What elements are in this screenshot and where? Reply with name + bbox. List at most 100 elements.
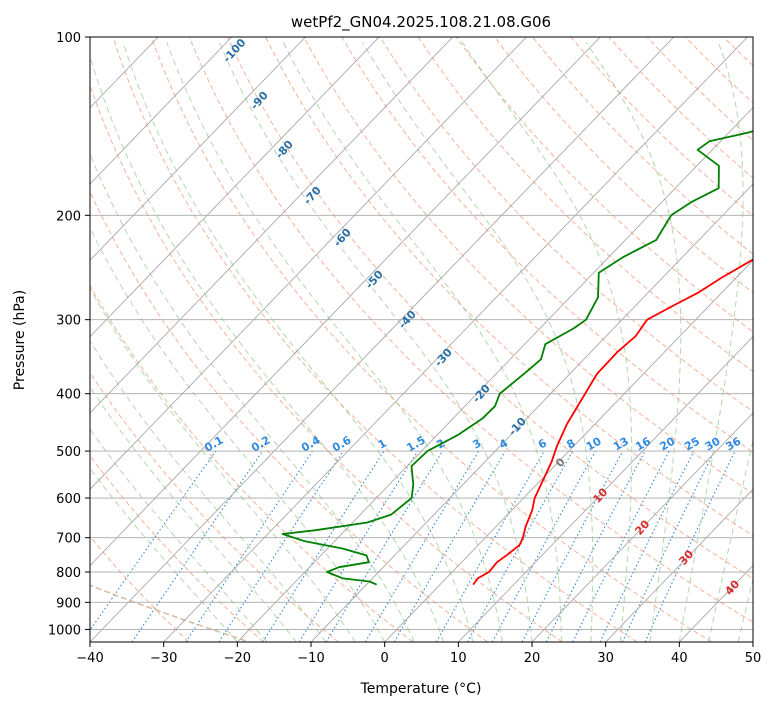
moist-adiabat-line [90, 339, 327, 642]
moist-adiabat-line [362, 41, 594, 642]
y-tick-label: 200 [56, 209, 81, 224]
dry-adiabat-line [570, 37, 753, 217]
mixing-ratio-line [298, 450, 419, 642]
isotherm-line [531, 412, 753, 642]
sounding-profiles [281, 130, 753, 586]
mixing-ratio-label: 6 [536, 436, 549, 451]
isotherm-line [90, 37, 527, 490]
y-tick-label: 300 [56, 314, 81, 329]
x-tick-label: 20 [524, 651, 541, 666]
moist-adiabat-line [90, 428, 268, 642]
dry-adiabat-line [90, 190, 488, 642]
isotherm-line [163, 37, 748, 642]
dry-adiabat-line [379, 37, 753, 413]
moist-adiabat-line [90, 467, 238, 642]
mixing-ratio-line [131, 450, 264, 642]
mixing-ratio-line [644, 450, 736, 642]
isotherm-line [458, 335, 753, 642]
moist-adiabat-line [122, 41, 474, 642]
dry-adiabat-line [227, 37, 753, 580]
mixing-ratio-line [218, 450, 344, 642]
dry-adiabat-label: -10 [506, 415, 529, 439]
x-tick-label: 0 [381, 651, 389, 666]
dry-adiabat-label: -100 [220, 36, 248, 65]
dry-adiabat-line [455, 37, 753, 333]
mixing-ratio-label: 4 [497, 436, 510, 451]
mixing-ratio-line [545, 450, 646, 642]
moist-adiabat-line [708, 438, 753, 642]
isotherm-line [384, 259, 753, 642]
isotherm-line [752, 641, 753, 642]
y-tick-label: 1000 [48, 623, 81, 638]
isotherm-line [90, 37, 675, 642]
dry-adiabats [90, 37, 775, 642]
moist-adiabat-line [737, 577, 753, 642]
mixing-ratio-line [599, 450, 695, 642]
moist-adiabat-line [461, 41, 633, 642]
moist-adiabat-label: 10 [590, 485, 610, 505]
isotherm-line [90, 37, 233, 185]
isotherm-line [605, 488, 753, 642]
mixing-ratio-line [621, 450, 715, 642]
dry-adiabat-line [762, 37, 775, 642]
moist-adiabat-line [166, 41, 503, 642]
dry-adiabat-line [188, 37, 753, 623]
dry-adiabat-line [265, 37, 753, 537]
dry-adiabat-label: -60 [331, 226, 354, 250]
dry-adiabat-line [303, 37, 753, 495]
y-tick-label: 500 [56, 445, 81, 460]
mixing-ratio-line [393, 450, 506, 642]
y-tick-label: 700 [56, 532, 81, 547]
isotherms [90, 37, 753, 642]
x-tick-label: 30 [597, 651, 614, 666]
x-tick-label: 50 [745, 651, 762, 666]
moist-adiabat-line [90, 54, 445, 642]
x-axis-label: Temperature (°C) [360, 681, 482, 697]
mixing-ratio-lines [90, 450, 736, 642]
moist-adiabat-line [678, 41, 744, 642]
axis-ticks: −40 −30 −20 −10 0 10 20 30 40 5010020030040050060… [48, 31, 761, 666]
dry-adiabat-line [150, 37, 712, 642]
chart-title: wetPf2_GN04.2025.108.21.08.G06 [291, 13, 551, 32]
mixing-ratio-line [572, 450, 670, 642]
y-tick-label: 900 [56, 596, 81, 611]
y-axis-label: Pressure (hPa) [12, 290, 28, 390]
dry-adiabat-label: -20 [470, 382, 493, 406]
dry-adiabat-line [685, 37, 753, 104]
moist-adiabat-label: 0 [553, 455, 568, 470]
x-tick-label: −30 [150, 651, 177, 666]
x-tick-label: 40 [671, 651, 688, 666]
dry-adiabat-label: -70 [301, 184, 324, 208]
dry-adiabat-line [723, 37, 753, 67]
plot-frame [89, 36, 754, 643]
dewpoint-profile [281, 130, 753, 586]
moist-adiabat-line [90, 226, 386, 642]
mixing-ratio-line [467, 450, 574, 642]
moist-adiabat-line [90, 287, 356, 642]
reference-line-labels: -100-90-80-70-60-50-40-30-20-100.1 0.2 0.4… [202, 36, 743, 598]
mixing-ratio-line [325, 450, 444, 642]
mixing-ratio-label: 3 [470, 437, 483, 452]
isotherm-line [90, 37, 380, 338]
x-tick-label: 10 [450, 651, 467, 666]
moist-adiabat-line [282, 41, 562, 642]
isotherm-line [90, 37, 306, 261]
y-tick-label: 600 [56, 492, 81, 507]
mixing-ratio-line [491, 450, 596, 642]
dry-adiabat-line [90, 535, 190, 642]
dry-adiabat-line [112, 37, 638, 642]
dry-adiabat-line [90, 84, 563, 642]
temperature-profile [472, 258, 753, 586]
mixing-ratio-line [521, 450, 624, 642]
dry-adiabat-label: -50 [363, 268, 386, 292]
mixing-ratio-line [435, 450, 545, 642]
y-tick-label: 800 [56, 566, 81, 581]
dry-adiabat-line [646, 37, 753, 141]
dry-adiabat-label: -80 [273, 138, 296, 162]
y-tick-label: 100 [56, 31, 81, 46]
x-tick-label: −20 [224, 651, 251, 666]
mixing-ratio-line [90, 450, 217, 632]
dry-adiabat-line [90, 284, 414, 642]
x-tick-label: −40 [76, 651, 103, 666]
